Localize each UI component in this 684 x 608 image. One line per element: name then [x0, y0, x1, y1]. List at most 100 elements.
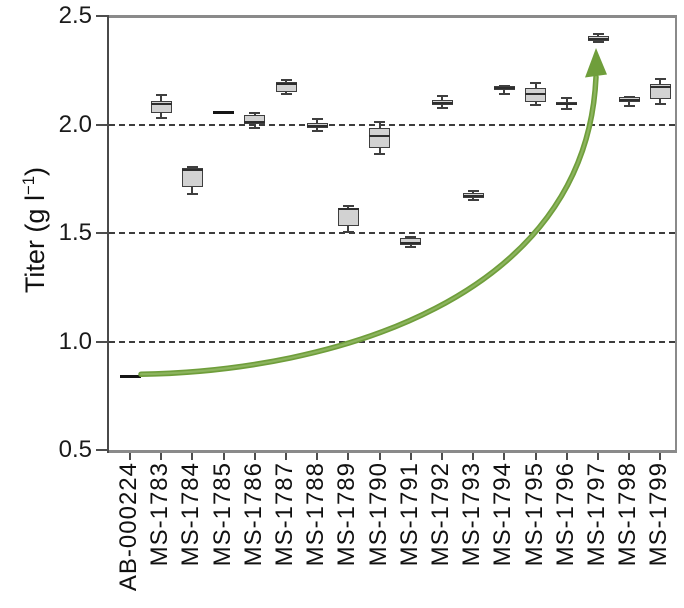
- x-label-text-MS-1787: MS-1787: [271, 462, 298, 567]
- whisker-cap-low-MS-1797: [592, 41, 604, 44]
- x-tick-MS-1793: [472, 452, 475, 460]
- whisker-cap-low-MS-1793: [467, 199, 479, 202]
- x-label-text-MS-1789: MS-1789: [333, 462, 361, 567]
- x-tick-AB-000224: [129, 452, 131, 460]
- x-label-text-MS-1788: MS-1788: [302, 462, 330, 567]
- x-label-text-MS-1786: MS-1786: [239, 462, 267, 567]
- right-spine: [674, 15, 677, 453]
- top-spine: [107, 15, 677, 18]
- median-MS-1792: [431, 101, 453, 104]
- x-label-text-MS-1799: MS-1799: [645, 462, 673, 567]
- x-tick-MS-1795: [534, 452, 537, 460]
- median-MS-1793: [462, 195, 484, 198]
- median-MS-1795: [525, 93, 547, 96]
- x-tick-MS-1799: [659, 452, 662, 460]
- y-tick-label-2.5: 2.5: [58, 2, 92, 29]
- bottom-spine: [107, 450, 677, 453]
- box-MS-1790: [369, 127, 391, 149]
- y-tick-2.0: [96, 123, 107, 126]
- whisker-cap-low-MS-1786: [249, 126, 261, 129]
- x-label-text-MS-1797: MS-1797: [583, 462, 610, 567]
- whisker-cap-high-MS-1783: [155, 94, 167, 97]
- x-label-text-AB-000224: AB-000224: [115, 462, 142, 592]
- median-MS-1783: [150, 102, 172, 105]
- x-label-text-MS-1792: MS-1792: [427, 462, 454, 567]
- whisker-cap-high-MS-1793: [467, 189, 479, 192]
- gridline-1: [108, 340, 675, 343]
- x-tick-MS-1787: [285, 452, 287, 460]
- median-MS-1788: [306, 124, 328, 127]
- median-MS-1797: [587, 37, 609, 40]
- median-MS-1796: [556, 102, 578, 105]
- x-label-text-MS-1791: MS-1791: [395, 462, 423, 567]
- whisker-cap-low-MS-1792: [436, 107, 448, 110]
- median-MS-1787: [275, 83, 297, 86]
- x-tick-MS-1785: [222, 452, 225, 460]
- whisker-cap-low-MS-1791: [405, 246, 417, 249]
- x-label-text-MS-1794: MS-1794: [489, 462, 517, 567]
- whisker-cap-high-MS-1786: [249, 111, 261, 114]
- median-MS-1784: [181, 169, 203, 172]
- x-tick-MS-1783: [160, 452, 163, 460]
- y-tick-label-1.0: 1.0: [58, 327, 92, 355]
- y-tick-2.5: [96, 15, 107, 17]
- y-axis-line: [107, 15, 109, 453]
- x-tick-MS-1794: [503, 452, 506, 460]
- x-tick-MS-1797: [597, 452, 599, 460]
- whisker-cap-high-MS-1797: [592, 33, 604, 36]
- y-tick-1.0: [96, 340, 107, 343]
- y-tick-1.5: [96, 232, 107, 234]
- whisker-cap-low-MS-1784: [186, 192, 198, 195]
- whisker-cap-low-MS-1796: [561, 107, 573, 110]
- whisker-cap-low-MS-1789: [342, 230, 354, 233]
- y-tick-label-0.5: 0.5: [58, 436, 92, 463]
- whisker-cap-high-MS-1799: [654, 78, 666, 81]
- x-label-text-MS-1783: MS-1783: [146, 462, 174, 567]
- whisker-cap-low-MS-1799: [654, 102, 666, 105]
- whisker-cap-low-MS-1795: [530, 103, 542, 106]
- single-observation-AB-000224: [119, 374, 141, 378]
- whisker-cap-low-MS-1787: [280, 93, 292, 96]
- gridline-1.5: [108, 232, 675, 234]
- median-MS-1798: [618, 98, 640, 101]
- x-label-text-MS-1795: MS-1795: [520, 462, 548, 567]
- whisker-cap-high-MS-1788: [311, 118, 323, 121]
- whisker-cap-low-MS-1798: [623, 105, 635, 108]
- median-MS-1790: [369, 135, 391, 138]
- median-MS-1799: [649, 86, 671, 89]
- x-tick-MS-1786: [253, 452, 256, 460]
- whisker-cap-high-MS-1795: [530, 82, 542, 85]
- x-label-text-MS-1798: MS-1798: [614, 462, 642, 567]
- x-tick-MS-1796: [565, 452, 568, 460]
- x-tick-MS-1791: [409, 452, 412, 460]
- x-label-text-MS-1790: MS-1790: [364, 462, 392, 567]
- median-MS-1789: [337, 208, 359, 211]
- whisker-cap-high-MS-1787: [280, 79, 292, 81]
- whisker-cap-low-MS-1790: [374, 152, 386, 155]
- x-label-text-MS-1796: MS-1796: [551, 462, 579, 567]
- whisker-cap-high-MS-1792: [436, 95, 448, 98]
- whisker-cap-low-MS-1788: [311, 130, 323, 132]
- median-MS-1794: [493, 87, 515, 90]
- whisker-cap-high-MS-1790: [374, 121, 386, 124]
- box-MS-1789: [337, 208, 359, 227]
- whisker-cap-low-MS-1783: [155, 116, 167, 119]
- median-MS-1791: [400, 242, 422, 245]
- x-tick-MS-1784: [191, 452, 194, 460]
- x-tick-MS-1789: [347, 452, 350, 460]
- whisker-cap-high-MS-1789: [342, 204, 354, 207]
- x-tick-MS-1790: [378, 452, 381, 460]
- x-label-text-MS-1793: MS-1793: [458, 462, 486, 567]
- median-MS-1786: [244, 121, 266, 124]
- x-tick-MS-1792: [441, 452, 443, 460]
- single-observation-MS-1785: [213, 111, 235, 115]
- whisker-cap-low-MS-1794: [498, 93, 510, 96]
- x-tick-MS-1788: [316, 452, 319, 460]
- x-label-text-MS-1785: MS-1785: [208, 462, 236, 567]
- whisker-cap-high-MS-1796: [561, 97, 573, 100]
- y-tick-0.5: [96, 449, 107, 451]
- x-label-text-MS-1784: MS-1784: [177, 462, 205, 567]
- gridline-2: [108, 123, 675, 126]
